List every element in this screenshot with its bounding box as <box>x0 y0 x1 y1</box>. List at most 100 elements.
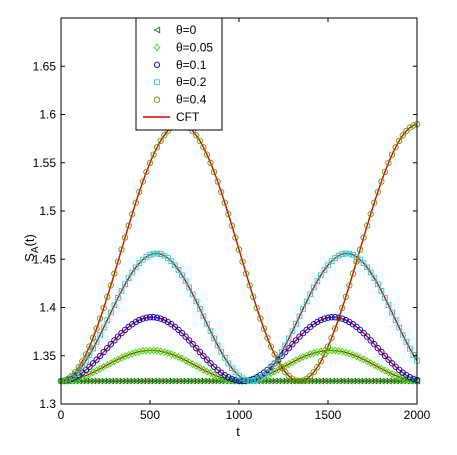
series-3-point <box>211 335 217 342</box>
series-4-point <box>104 293 111 300</box>
y-tick-label: 1.6 <box>39 108 56 122</box>
series-4-point <box>396 137 403 145</box>
series-1-point <box>210 370 218 379</box>
series-3-point <box>207 328 214 335</box>
series-3-point <box>407 345 413 352</box>
series-0-point <box>132 377 139 385</box>
series-2-point <box>150 314 157 321</box>
series-2-point <box>296 333 303 340</box>
series-0-point <box>167 377 175 385</box>
series-3-point <box>179 272 185 279</box>
y-axis-label: SA(t) <box>22 234 41 262</box>
series-4-point <box>200 144 207 151</box>
series-1-point <box>342 348 350 357</box>
series-4-point <box>221 199 228 206</box>
series-3-point <box>104 317 111 323</box>
series-2-point <box>89 360 97 367</box>
series-2-point <box>342 316 349 324</box>
series-1-point <box>171 351 179 360</box>
series-0-point <box>178 377 186 385</box>
series-1-point <box>168 350 175 359</box>
series-4-point <box>296 377 303 385</box>
series-4-point <box>367 210 374 218</box>
series-4-point <box>146 159 154 166</box>
series-4-point <box>331 325 339 332</box>
series-3-point <box>97 331 104 338</box>
series-4-point <box>157 137 164 145</box>
series-4-point <box>89 334 97 342</box>
series-2-point <box>360 329 367 337</box>
series-3-point <box>392 317 399 323</box>
series-4-point <box>299 377 307 384</box>
series-0-point <box>377 377 385 385</box>
series-4-point <box>314 364 321 371</box>
series-2-point <box>178 329 186 337</box>
series-2-point <box>143 314 150 321</box>
series-0-point <box>288 377 296 385</box>
series-0-point <box>302 377 310 385</box>
series-4-point <box>257 315 264 322</box>
series-4-point <box>307 372 314 380</box>
series-4-point <box>292 377 300 384</box>
legend-entry-4: θ=0.4 <box>153 93 207 107</box>
series-2-point <box>324 314 332 321</box>
series-3-point <box>225 360 232 367</box>
series-4-point <box>196 137 203 145</box>
series-0-point <box>384 377 392 385</box>
series-0-point <box>96 377 104 385</box>
series-4-point <box>410 122 417 129</box>
series-4-point <box>250 293 257 300</box>
series-2-point <box>364 333 371 340</box>
series-3-point <box>218 348 225 355</box>
series-4-point <box>310 368 317 376</box>
series-0-point <box>338 377 346 385</box>
series-3-point <box>328 258 335 265</box>
series-2-point <box>314 318 321 326</box>
series-4-point <box>289 375 296 382</box>
series-3-point <box>346 250 353 257</box>
series-0-point <box>149 377 157 385</box>
series-2-point <box>289 341 296 348</box>
series-4-point <box>136 188 143 196</box>
series-0-point <box>281 377 289 385</box>
series-1-point <box>196 363 204 372</box>
series-0-point <box>363 377 371 385</box>
series-0-point <box>139 377 147 385</box>
series-4-point <box>97 315 104 322</box>
series-1-point <box>132 348 140 357</box>
series-1-point <box>125 350 132 359</box>
x-tick-label: 1000 <box>226 408 253 422</box>
series-3-point <box>278 348 285 355</box>
series-4-point <box>253 304 260 312</box>
legend-marker <box>153 61 161 68</box>
series-4-point <box>75 364 82 371</box>
series-4-point <box>403 127 410 135</box>
series-4-point <box>143 168 150 175</box>
series-1-point <box>349 350 357 359</box>
series-0-point <box>189 377 196 385</box>
series-4-point <box>335 315 342 322</box>
series-4-point <box>139 178 147 185</box>
series-3-point <box>364 264 371 271</box>
series-3-point <box>93 339 100 345</box>
series-0-point <box>228 377 236 385</box>
series-0-point <box>82 377 90 385</box>
series-3-point <box>196 305 203 312</box>
series-1-point <box>200 365 207 374</box>
series-2-point <box>186 337 193 344</box>
series-3-point <box>253 377 260 383</box>
series-0-point <box>313 377 321 385</box>
series-0-point <box>391 377 399 385</box>
series-3-point <box>374 281 381 288</box>
series-1-point <box>388 370 396 379</box>
series-3-point <box>339 251 346 257</box>
series-2-point <box>410 375 417 383</box>
series-1-point <box>363 357 371 366</box>
series-0-point <box>352 377 360 385</box>
series-4-point <box>392 144 399 151</box>
x-tick-label: 1500 <box>315 408 342 422</box>
series-3-point <box>154 250 160 257</box>
series-3-point <box>378 288 385 294</box>
series-3-point <box>296 313 303 320</box>
